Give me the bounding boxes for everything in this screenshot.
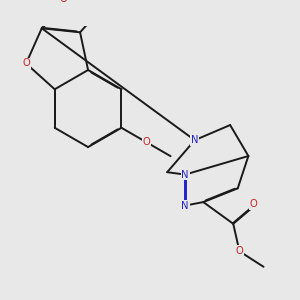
Text: O: O — [22, 58, 30, 68]
Text: N: N — [181, 200, 189, 211]
Text: O: O — [60, 0, 67, 4]
Text: O: O — [236, 246, 243, 256]
Text: N: N — [191, 135, 199, 145]
Text: O: O — [249, 199, 257, 209]
Text: O: O — [143, 137, 151, 147]
Text: N: N — [181, 169, 189, 180]
